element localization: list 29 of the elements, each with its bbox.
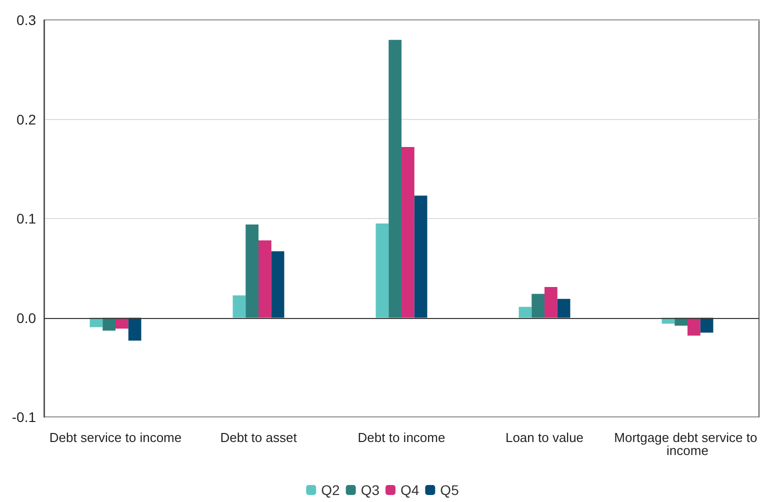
- bar: [688, 318, 700, 336]
- bar: [402, 147, 414, 318]
- legend-label: Q4: [400, 482, 420, 498]
- x-tick-label: Debt service to income: [49, 430, 182, 445]
- legend-label: Q3: [360, 482, 380, 498]
- x-tick-label: Loan to value: [505, 430, 584, 445]
- bar: [388, 40, 402, 318]
- x-tick-label: Mortgage debt service to income: [614, 430, 761, 458]
- bar: [376, 223, 389, 318]
- y-tick-label: 0.1: [16, 210, 36, 226]
- bar: [532, 294, 544, 318]
- x-tick-label: Debt to asset: [220, 430, 298, 445]
- bar: [544, 286, 558, 318]
- bar: [258, 240, 272, 318]
- y-tick-label: -0.1: [12, 409, 36, 425]
- legend-label: Q5: [440, 482, 460, 498]
- y-tick-label: 0.2: [16, 111, 36, 128]
- bar: [232, 295, 246, 318]
- y-tick-label: 0.0: [16, 310, 36, 326]
- y-tick-label: 0.3: [16, 12, 36, 28]
- legend-label: Q2: [321, 482, 340, 498]
- bar: [102, 318, 116, 331]
- x-tick-label: Debt to income: [358, 430, 446, 445]
- bar: [128, 318, 142, 341]
- bar: [271, 251, 284, 318]
- bar: [246, 224, 258, 318]
- bar: [557, 298, 570, 318]
- bar: [414, 196, 428, 318]
- bar: [518, 306, 532, 318]
